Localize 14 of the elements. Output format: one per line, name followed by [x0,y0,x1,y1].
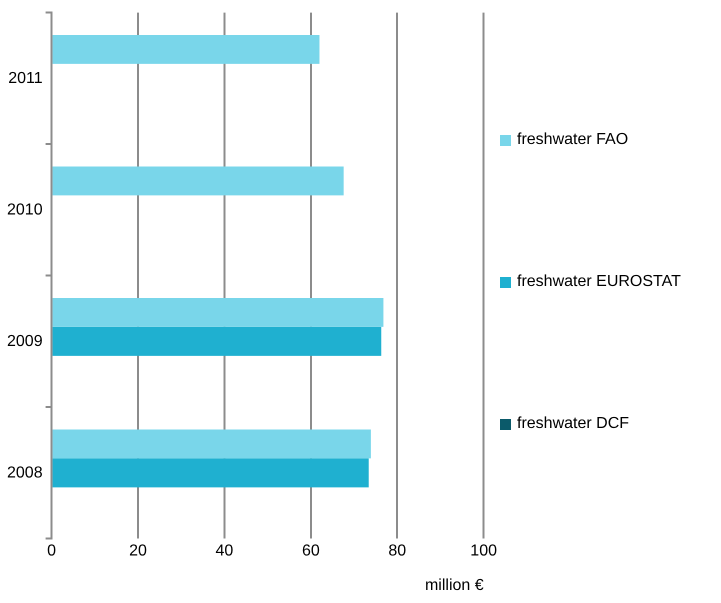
y-tick-label: 2011 [8,70,43,87]
y-tick-label: 2010 [7,201,43,218]
x-tick-label: 40 [216,542,234,560]
legend-label: freshwater EUROSTAT [517,273,681,291]
x-axis-title: million € [424,576,484,594]
x-tick-label: 60 [302,542,320,560]
x-tick-label: 0 [47,542,56,560]
y-tick-label: 2009 [7,332,43,350]
y-tick-label: 2008 [7,464,43,482]
legend-label: freshwater DCF [517,415,630,433]
legend-label: freshwater FAO [517,131,628,149]
x-tick-label: 80 [388,542,406,560]
x-tick-label: 20 [129,542,148,560]
x-tick-label: 100 [470,542,498,560]
